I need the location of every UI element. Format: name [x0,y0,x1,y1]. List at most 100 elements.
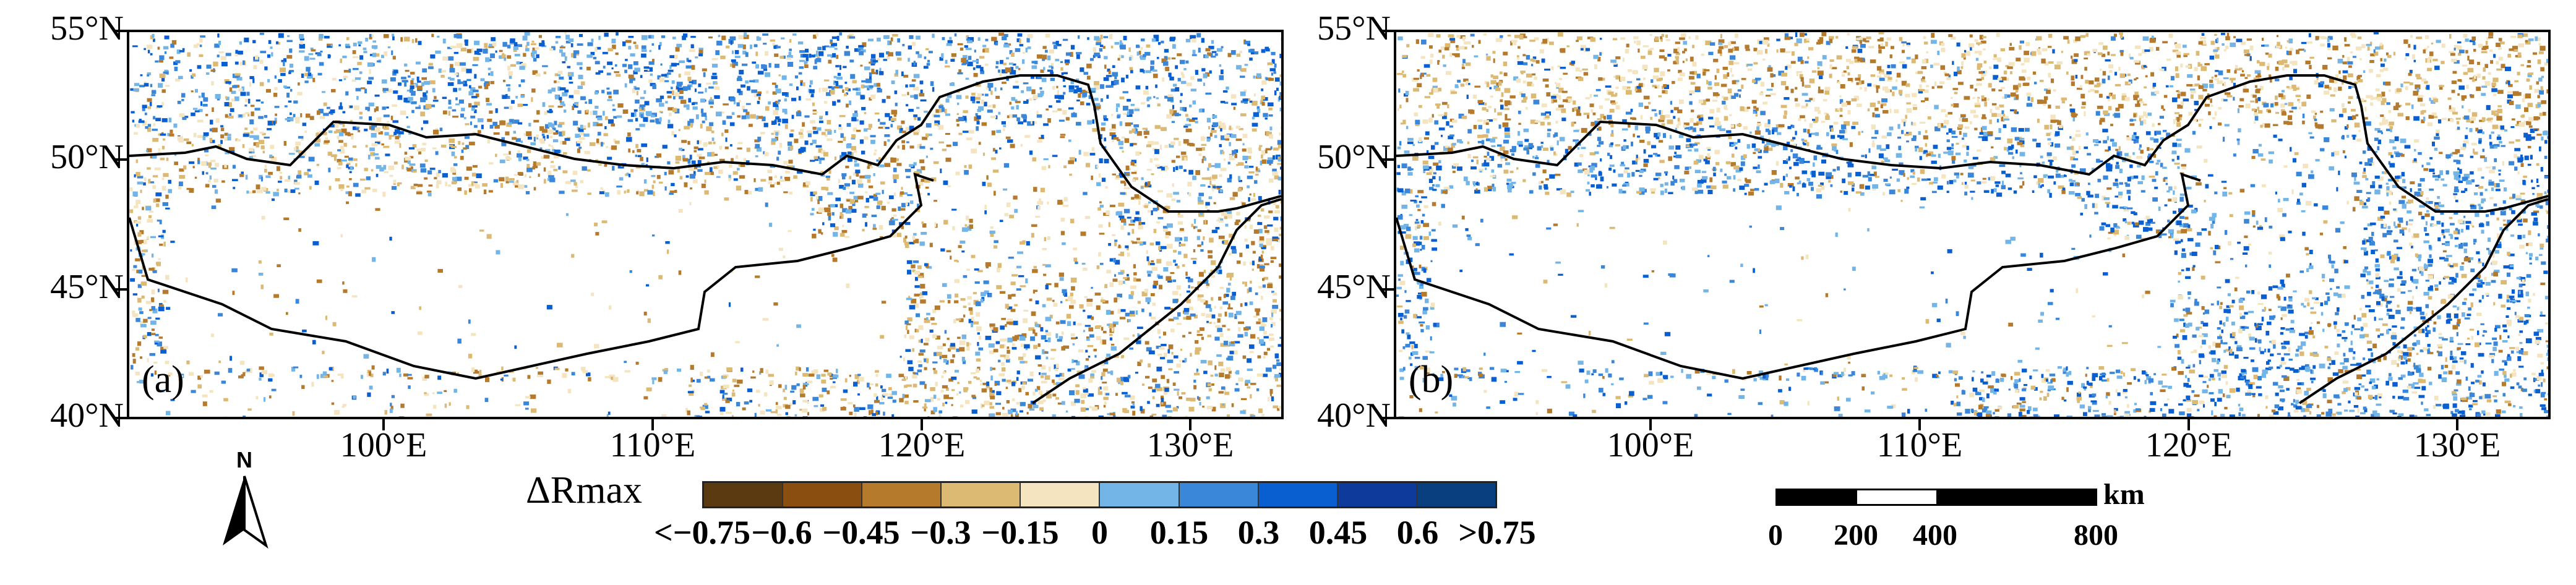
grid-cell [731,59,736,62]
grid-cell [768,101,771,105]
grid-cell [1176,285,1181,290]
grid-cell [988,293,992,297]
grid-cell [1242,143,1245,145]
grid-cell [1099,201,1102,203]
grid-cell [1007,306,1013,310]
grid-cell [132,359,136,364]
grid-cell [174,161,178,165]
grid-cell [917,54,922,58]
grid-cell [273,294,279,298]
grid-cell [294,187,299,190]
grid-cell [975,113,978,116]
grid-cell [951,208,957,211]
grid-cell [1232,249,1237,254]
grid-cell [1119,121,1123,126]
grid-cell [1242,281,1245,284]
grid-cell [410,88,413,93]
grid-cell [836,54,839,59]
grid-cell [1125,122,1131,127]
grid-cell [369,371,372,376]
grid-cell [1189,105,1192,108]
grid-cell [340,145,344,150]
grid-cell [1269,126,1273,130]
grid-cell [371,365,375,370]
grid-cell [906,141,909,143]
grid-cell [1088,327,1094,332]
grid-cell [1242,155,1248,160]
grid-cell [496,370,501,374]
grid-cell [551,123,555,128]
grid-cell [1273,239,1279,241]
grid-cell [846,199,852,202]
grid-cell [1063,165,1067,168]
grid-cell [1258,318,1261,321]
grid-cell [1158,246,1162,250]
grid-cell [453,88,457,92]
grid-cell [449,145,453,147]
grid-cell [1151,317,1156,320]
grid-cell [1260,320,1265,324]
grid-cell [695,56,698,59]
grid-cell [166,411,171,416]
grid-cell [559,122,565,125]
grid-cell [830,204,835,208]
grid-cell [152,270,157,273]
grid-cell [999,291,1006,294]
grid-cell [1096,336,1101,341]
grid-cell [191,75,194,79]
grid-cell [1031,233,1034,238]
grid-cell [516,61,520,65]
grid-cell [997,69,1001,73]
grid-cell [1225,136,1229,141]
grid-cell [580,96,586,100]
grid-cell [626,173,629,176]
grid-cell [155,106,159,109]
grid-cell [976,358,981,362]
grid-cell [570,43,573,48]
grid-cell [323,102,327,106]
grid-cell [533,163,538,169]
grid-cell [1086,302,1093,307]
grid-cell [1087,344,1094,348]
grid-cell [494,124,500,129]
grid-cell [1058,272,1064,277]
grid-cell [293,100,298,104]
grid-cell [963,110,968,113]
grid-cell [709,171,714,175]
grid-cell [612,377,619,382]
grid-cell [1087,120,1092,125]
grid-cell [669,192,674,195]
grid-cell [1052,379,1055,383]
grid-cell [286,92,290,98]
grid-cell [506,122,512,127]
grid-cell [300,41,303,45]
grid-cell [676,85,682,87]
grid-cell [708,141,712,145]
grid-cell [943,180,948,186]
grid-cell [245,99,248,103]
grid-cell [760,368,763,374]
grid-cell [1212,115,1217,119]
grid-cell [734,56,741,58]
grid-cell [1247,369,1253,371]
grid-cell [1096,305,1101,310]
grid-cell [406,116,408,119]
grid-cell [418,41,422,45]
grid-cell [1207,383,1212,386]
grid-cell [795,371,797,375]
grid-cell [1188,169,1193,175]
grid-cell [385,153,390,156]
grid-cell [812,396,819,401]
grid-cell [283,85,287,88]
grid-cell [138,270,143,274]
grid-cell [477,53,481,55]
grid-cell [147,127,152,132]
grid-cell [129,187,133,192]
grid-cell [1077,323,1082,326]
grid-cell [427,192,432,197]
grid-cell [1141,186,1144,189]
grid-cell [613,139,616,143]
grid-cell [1234,221,1239,226]
grid-cell [149,352,155,356]
grid-cell [468,319,471,324]
